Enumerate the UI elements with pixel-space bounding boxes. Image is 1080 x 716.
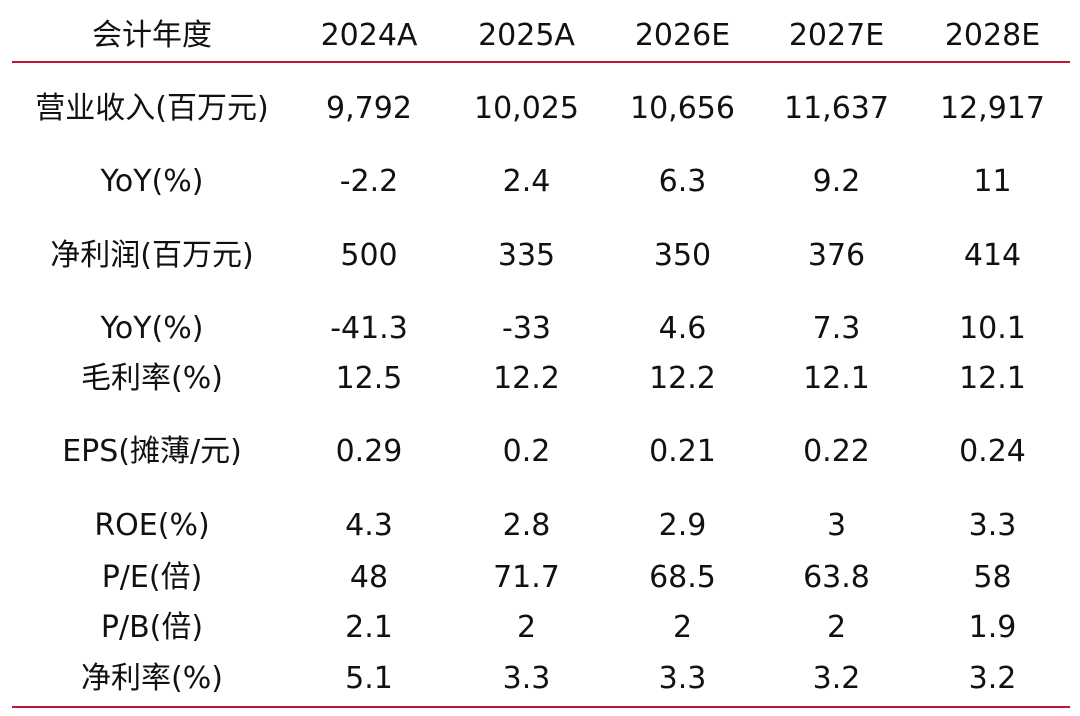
row-label: 净利润(百万元) xyxy=(50,238,254,273)
table-cell: 2.4 xyxy=(502,164,551,199)
table-cell: 0.22 xyxy=(803,434,870,469)
table-row-eps: EPS(摊薄/元) 0.29 0.2 0.21 0.22 0.24 xyxy=(12,427,1070,477)
header-cell-label: 会计年度 xyxy=(92,18,212,53)
table-cell: 7.3 xyxy=(812,311,861,346)
table-cell: 12.1 xyxy=(803,361,870,396)
table-cell: 12.2 xyxy=(493,361,560,396)
table-cell: 5.1 xyxy=(345,661,393,696)
table-cell: 10.1 xyxy=(959,311,1026,346)
table-row-gross-margin: 毛利率(%) 12.5 12.2 12.2 12.1 12.1 xyxy=(12,354,1070,404)
table-cell: 3.3 xyxy=(658,661,707,696)
table-cell: 3.2 xyxy=(812,661,861,696)
table-row-net-profit: 净利润(百万元) 500 335 350 376 414 xyxy=(12,231,1070,281)
table-cell: -2.2 xyxy=(339,164,399,199)
table-bottom-divider xyxy=(12,706,1070,708)
header-cell-2026e: 2026E xyxy=(634,18,731,53)
table-cell: -41.3 xyxy=(330,311,408,346)
row-label: YoY(%) xyxy=(100,311,204,346)
table-cell: 3 xyxy=(826,508,847,543)
row-label: 毛利率(%) xyxy=(81,361,223,396)
table-cell: 1.9 xyxy=(968,610,1017,645)
row-label: P/B(倍) xyxy=(100,610,204,645)
header-cell-2028e: 2028E xyxy=(944,18,1041,53)
row-label: ROE(%) xyxy=(94,508,210,543)
table-row-pe: P/E(倍) 48 71.7 68.5 63.8 58 xyxy=(12,553,1070,603)
row-label: 营业收入(百万元) xyxy=(35,91,269,126)
row-label: 净利率(%) xyxy=(81,661,223,696)
table-cell: 6.3 xyxy=(658,164,707,199)
table-cell: 0.24 xyxy=(959,434,1026,469)
table-cell: 12.5 xyxy=(335,361,403,396)
table-cell: 0.21 xyxy=(649,434,716,469)
table-row-roe: ROE(%) 4.3 2.8 2.9 3 3.3 xyxy=(12,501,1070,551)
header-cell-2027e: 2027E xyxy=(788,18,885,53)
table-cell: 414 xyxy=(963,238,1022,273)
table-row-net-profit-yoy: YoY(%) -41.3 -33 4.6 7.3 10.1 xyxy=(12,304,1070,354)
table-cell: 58 xyxy=(973,560,1012,595)
table-cell: -33 xyxy=(502,311,551,346)
table-cell: 12,917 xyxy=(940,91,1045,126)
row-label: P/E(倍) xyxy=(101,560,203,595)
table-cell: 3.3 xyxy=(968,508,1017,543)
table-cell: 63.8 xyxy=(803,560,870,595)
table-row-pb: P/B(倍) 2.1 2 2 2 1.9 xyxy=(12,603,1070,653)
table-cell: 2 xyxy=(672,610,693,645)
header-divider xyxy=(12,61,1070,63)
table-row-net-margin: 净利率(%) 5.1 3.3 3.3 3.2 3.2 xyxy=(12,654,1070,704)
table-cell: 350 xyxy=(653,238,712,273)
table-cell: 11 xyxy=(973,164,1012,199)
table-cell: 11,637 xyxy=(784,91,889,126)
table-row-revenue-yoy: YoY(%) -2.2 2.4 6.3 9.2 11 xyxy=(12,157,1070,207)
table-cell: 71.7 xyxy=(493,560,560,595)
table-cell: 12.1 xyxy=(959,361,1026,396)
table-cell: 0.29 xyxy=(335,434,403,469)
table-cell: 2 xyxy=(516,610,537,645)
table-cell: 0.2 xyxy=(502,434,551,469)
table-cell: 376 xyxy=(807,238,866,273)
table-cell: 2.1 xyxy=(345,610,393,645)
financial-forecast-table: 会计年度 2024A 2025A 2026E 2027E 2028E 营业收入(… xyxy=(12,0,1070,716)
table-cell: 12.2 xyxy=(649,361,716,396)
table-cell: 2.9 xyxy=(658,508,707,543)
table-cell: 10,025 xyxy=(474,91,579,126)
row-label: EPS(摊薄/元) xyxy=(62,434,242,469)
table-cell: 9,792 xyxy=(326,91,412,126)
table-cell: 2 xyxy=(826,610,847,645)
table-cell: 335 xyxy=(497,238,556,273)
table-cell: 3.3 xyxy=(502,661,551,696)
table-cell: 9.2 xyxy=(812,164,861,199)
table-cell: 4.6 xyxy=(658,311,707,346)
table-cell: 500 xyxy=(340,238,398,273)
table-cell: 3.2 xyxy=(968,661,1017,696)
table-row-revenue: 营业收入(百万元) 9,792 10,025 10,656 11,637 12,… xyxy=(12,84,1070,134)
table-cell: 48 xyxy=(349,560,389,595)
row-label: YoY(%) xyxy=(100,164,204,199)
header-cell-2025a: 2025A xyxy=(478,18,575,53)
table-cell: 68.5 xyxy=(649,560,716,595)
table-cell: 10,656 xyxy=(630,91,735,126)
table-cell: 2.8 xyxy=(502,508,551,543)
table-header-row: 会计年度 2024A 2025A 2026E 2027E 2028E xyxy=(12,11,1070,61)
header-cell-2024a: 2024A xyxy=(320,18,418,53)
table-cell: 4.3 xyxy=(345,508,393,543)
